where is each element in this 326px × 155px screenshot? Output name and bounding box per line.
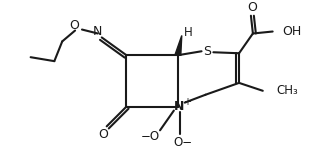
Text: O: O	[247, 1, 257, 14]
Text: O: O	[98, 128, 108, 141]
Text: O: O	[69, 19, 79, 32]
Text: N: N	[174, 100, 184, 113]
Text: N: N	[93, 25, 102, 38]
Text: H: H	[184, 26, 193, 39]
Text: CH₃: CH₃	[276, 84, 298, 97]
Polygon shape	[175, 35, 182, 55]
Text: +: +	[183, 97, 191, 107]
Text: S: S	[203, 45, 212, 58]
Text: −O: −O	[141, 130, 160, 143]
Text: OH: OH	[283, 25, 302, 38]
Text: O−: O−	[173, 136, 192, 149]
